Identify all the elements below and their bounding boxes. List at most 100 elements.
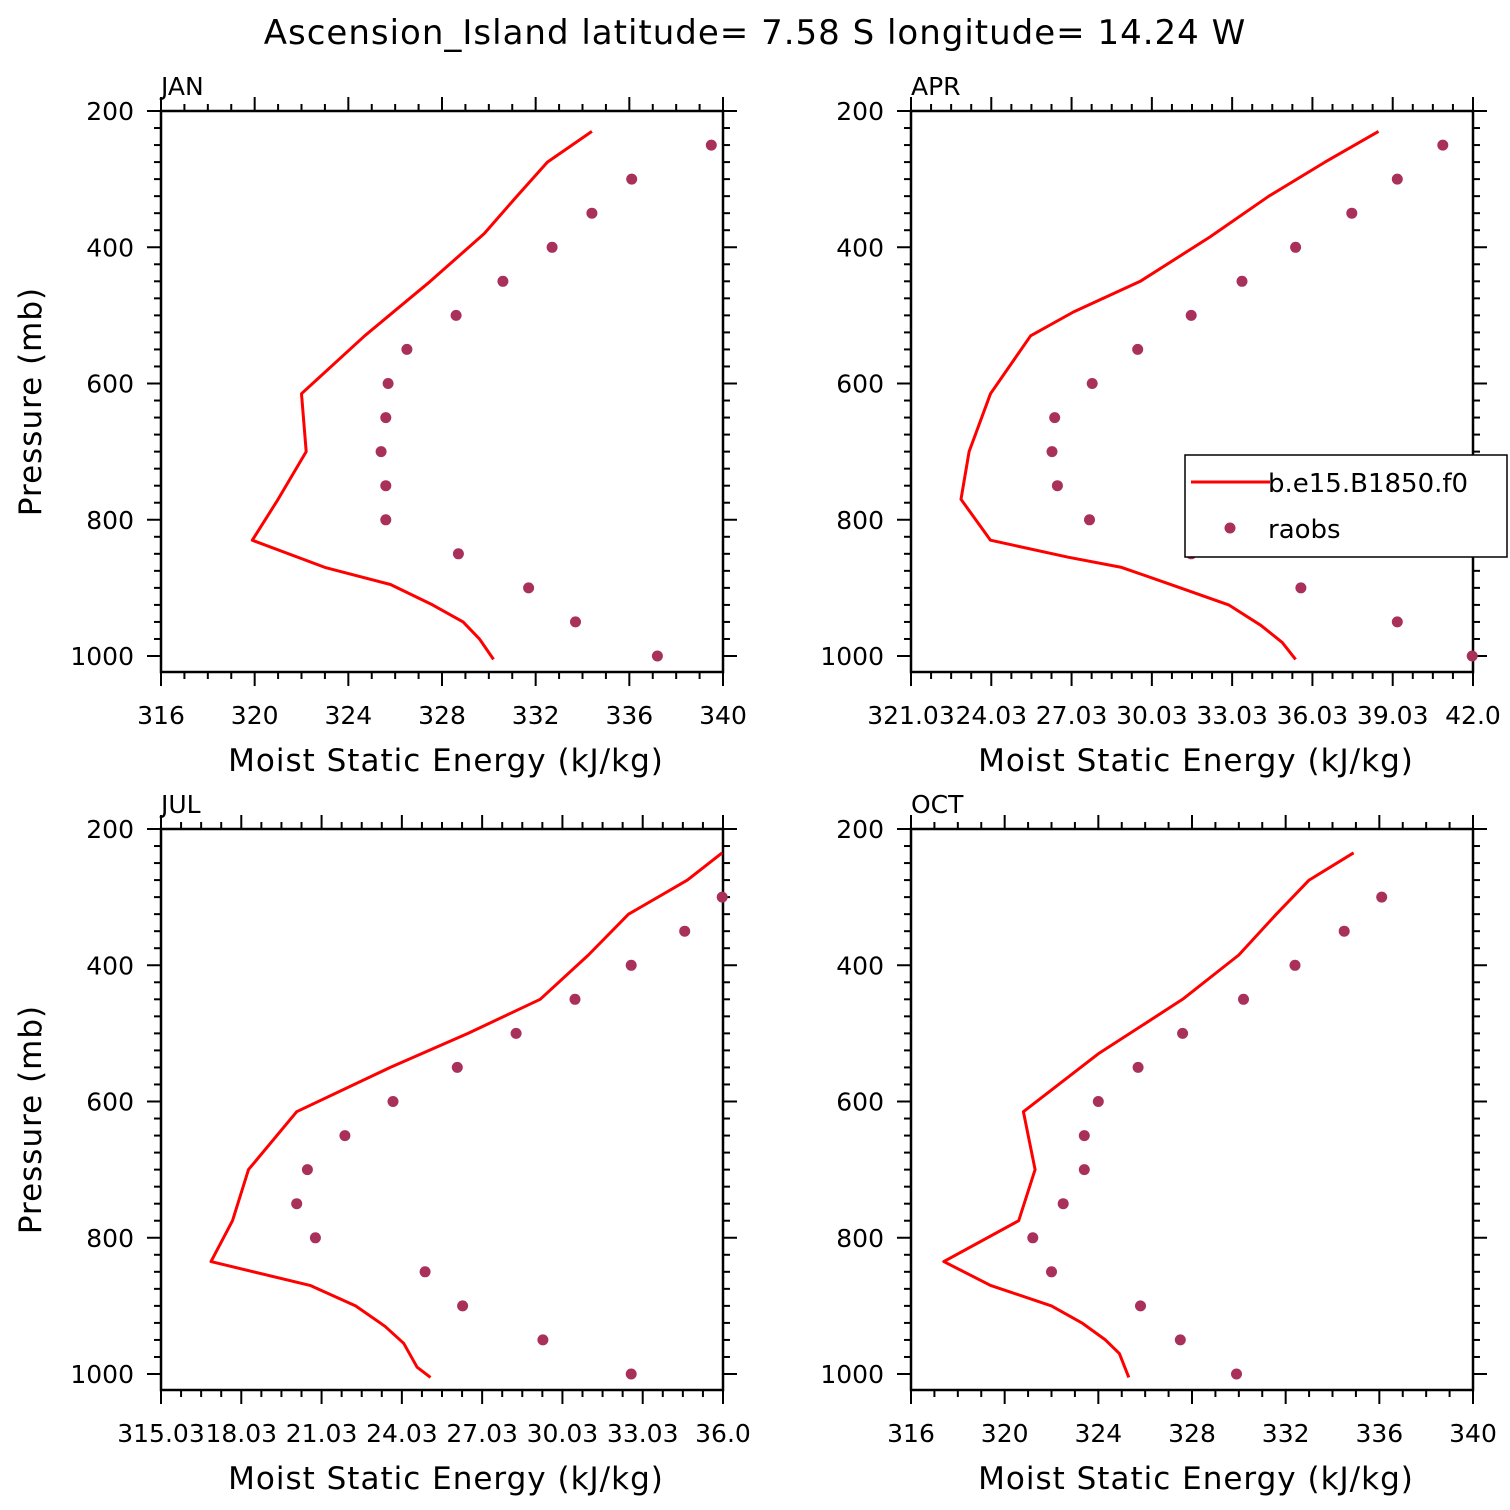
obs-point — [419, 1266, 431, 1278]
obs-point — [1086, 378, 1098, 389]
obs-point — [1092, 1096, 1104, 1107]
obs-point — [569, 993, 581, 1005]
y-tick-label: 800 — [836, 506, 884, 535]
obs-point — [301, 1164, 313, 1176]
obs-point — [546, 241, 558, 253]
obs-point — [1046, 1266, 1057, 1278]
obs-point — [1338, 925, 1350, 937]
y-tick-label: 400 — [86, 951, 134, 980]
x-tick-label: 340 — [1449, 1419, 1497, 1448]
x-tick-label: 324 — [1074, 1419, 1122, 1448]
panel-oct: OCT 200 400 600 800 1000 316 320 324 328 332 336 340… — [820, 790, 1496, 1497]
x-tick-label: 18.03 — [205, 1419, 277, 1448]
obs-point — [380, 412, 392, 424]
obs-point — [1078, 1130, 1090, 1142]
x-tick-label: 321.03 — [867, 701, 954, 730]
obs-point — [537, 1334, 549, 1346]
x-tick-label: 340 — [699, 701, 747, 730]
legend-obs-label: raobs — [1268, 515, 1341, 545]
obs-point — [1391, 616, 1403, 628]
panel-label: JUL — [159, 790, 201, 819]
y-tick-label: 600 — [86, 370, 134, 399]
obs-point — [497, 275, 509, 287]
obs-point — [451, 1061, 463, 1073]
x-tick-label: 320 — [231, 701, 279, 730]
obs-point — [382, 378, 394, 389]
x-axis-label: Moist Static Energy (kJ/kg) — [978, 1461, 1414, 1497]
x-tick-label: 30.03 — [527, 1419, 599, 1448]
x-tick-label: 316 — [137, 701, 185, 730]
x-tick-label: 39.03 — [1357, 701, 1429, 730]
panel-label: OCT — [911, 790, 964, 819]
y-tick-label: 1000 — [820, 1360, 884, 1389]
x-tick-label: 21.03 — [286, 1419, 358, 1448]
y-tick-label: 200 — [86, 815, 134, 844]
y-axis-label: Pressure (mb) — [13, 1005, 49, 1234]
obs-point — [309, 1232, 321, 1244]
obs-point — [1289, 959, 1301, 971]
obs-point — [1051, 480, 1063, 492]
y-tick-label: 400 — [86, 233, 134, 262]
obs-point — [1084, 514, 1095, 526]
model-series-line — [942, 851, 1355, 1378]
obs-point — [452, 548, 464, 560]
obs-point — [705, 139, 717, 151]
obs-point — [523, 582, 535, 594]
x-tick-label: 24.03 — [955, 701, 1027, 730]
obs-point — [291, 1198, 303, 1210]
obs-point — [450, 309, 462, 321]
x-tick-label: 315.03 — [117, 1419, 204, 1448]
x-tick-label: 332 — [1262, 1419, 1310, 1448]
panel-jul: JUL 200 400 600 800 1000 315.03 18.03 21.03 24.03… — [13, 790, 751, 1497]
x-tick-label: 36.03 — [1277, 701, 1349, 730]
obs-point — [387, 1096, 399, 1107]
legend: b.e15.B1850.f0 raobs — [1184, 454, 1508, 558]
obs-point — [380, 480, 392, 492]
model-series-line — [209, 851, 724, 1379]
model-series-line — [959, 130, 1380, 661]
y-tick-label: 800 — [836, 1224, 884, 1253]
obs-point — [1290, 241, 1302, 253]
x-tick-label: 328 — [418, 701, 466, 730]
model-series-line — [250, 130, 593, 661]
obs-point — [625, 959, 637, 971]
figure-title: Ascension_Island latitude= 7.58 S longit… — [264, 13, 1247, 53]
y-tick-label: 1000 — [820, 642, 884, 671]
x-tick-label: 33.03 — [1196, 701, 1268, 730]
x-tick-label: 328 — [1168, 1419, 1216, 1448]
plot-frame — [159, 109, 725, 674]
plot-frame — [909, 827, 1475, 1392]
x-tick-label: 27.03 — [446, 1419, 518, 1448]
x-axis-label: Moist Static Energy (kJ/kg) — [228, 1461, 664, 1497]
x-tick-label: 30.03 — [1116, 701, 1188, 730]
plot-frame — [159, 827, 725, 1392]
obs-point — [510, 1027, 522, 1039]
x-axis-label: Moist Static Energy (kJ/kg) — [228, 743, 664, 779]
obs-point — [625, 1368, 637, 1380]
obs-point — [1132, 1061, 1144, 1073]
obs-point — [339, 1130, 351, 1142]
obs-point — [1132, 343, 1144, 355]
obs-point — [1295, 582, 1307, 594]
obs-point — [1174, 1334, 1186, 1346]
obs-point — [1057, 1198, 1069, 1210]
y-tick-label: 600 — [836, 370, 884, 399]
obs-point — [1049, 412, 1061, 424]
x-tick-label: 33.03 — [607, 1419, 679, 1448]
panel-label: APR — [911, 72, 961, 101]
x-tick-label: 316 — [887, 1419, 935, 1448]
panel-label: JAN — [159, 72, 204, 101]
obs-point — [651, 650, 663, 662]
y-tick-label: 400 — [836, 233, 884, 262]
obs-point — [586, 207, 598, 219]
obs-point — [401, 343, 413, 355]
legend-obs-marker — [1224, 522, 1236, 534]
panel-apr: APR 200 400 600 800 1000 321.03 24.03 27.03 30.03… — [820, 72, 1500, 779]
obs-point — [1185, 309, 1197, 321]
x-tick-label: 27.03 — [1036, 701, 1108, 730]
legend-model-label: b.e15.B1850.f0 — [1268, 469, 1468, 499]
obs-point — [375, 446, 387, 458]
x-tick-label: 320 — [981, 1419, 1029, 1448]
y-tick-label: 1000 — [70, 642, 134, 671]
y-tick-label: 600 — [836, 1088, 884, 1117]
